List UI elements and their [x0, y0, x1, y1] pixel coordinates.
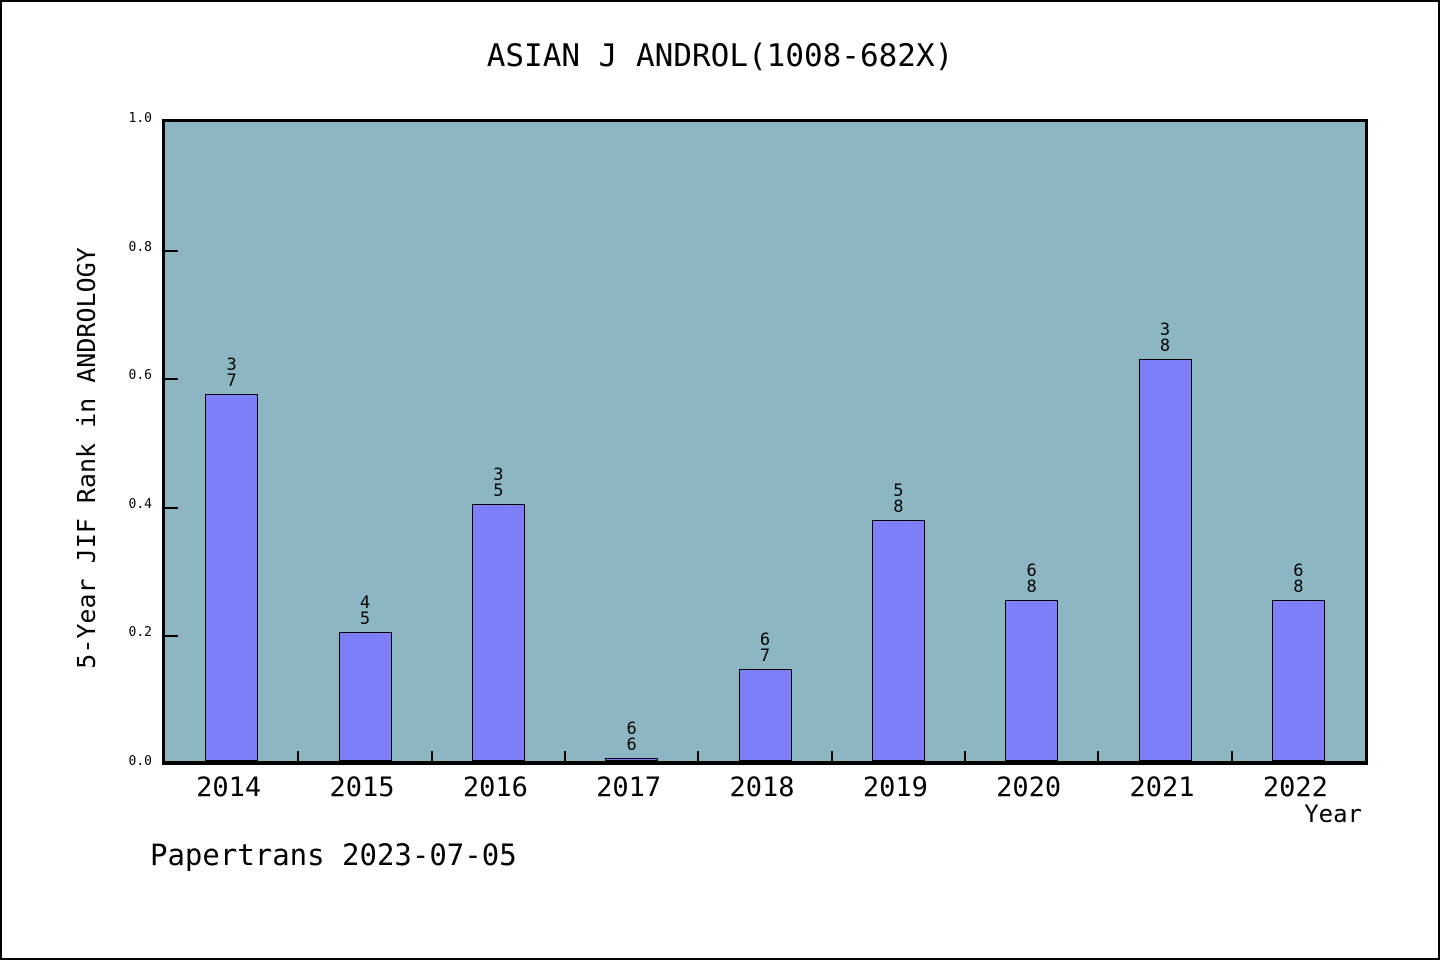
y-tick-label: 0.2 — [128, 625, 152, 641]
x-tick-label-2014: 2014 — [196, 772, 262, 803]
y-tick-label: 0.6 — [128, 368, 152, 384]
bar-label-numerator: 3 — [226, 355, 237, 375]
y-tick-mark — [165, 635, 178, 638]
bar-2015 — [338, 632, 392, 761]
bar-label-numerator: 4 — [359, 593, 371, 613]
x-tick-label-2018: 2018 — [729, 772, 795, 803]
bar-label-denominator: 5 — [493, 481, 504, 501]
bar-2018 — [738, 669, 792, 761]
chart-title: ASIAN J ANDROL(1008-682X) — [486, 38, 954, 74]
bar-label-denominator: 8 — [1293, 577, 1304, 597]
bar-label-denominator: 7 — [759, 646, 771, 666]
bar-label-denominator: 6 — [626, 735, 637, 755]
bar-label-numerator: 6 — [1026, 561, 1037, 581]
bar-label-numerator: 6 — [1293, 561, 1304, 581]
bar-label-numerator: 6 — [626, 719, 637, 739]
x-tick-label-2019: 2019 — [862, 772, 928, 803]
x-tick-label-2020: 2020 — [996, 772, 1062, 803]
bar-label-denominator: 7 — [226, 371, 237, 391]
bar-label-numerator: 5 — [893, 481, 904, 501]
x-minor-tick — [297, 751, 300, 761]
x-tick-label-2016: 2016 — [462, 772, 528, 803]
bar-label-numerator: 6 — [759, 630, 771, 650]
y-axis-label: 5-Year JIF Rank in ANDROLOGY — [72, 247, 101, 669]
x-tick-label-2022: 2022 — [1262, 772, 1328, 803]
bar-label-numerator: 3 — [493, 465, 504, 485]
x-tick-label-2015: 2015 — [329, 772, 395, 803]
bar-2017 — [605, 758, 659, 761]
watermark: Papertrans 2023-07-05 — [150, 838, 517, 872]
bar-2021 — [1138, 359, 1192, 761]
x-minor-tick — [564, 751, 566, 761]
y-tick-mark — [165, 506, 178, 509]
bar-2014 — [205, 394, 259, 761]
x-tick-label-2017: 2017 — [596, 772, 662, 803]
bar-label-denominator: 8 — [893, 497, 904, 517]
y-tick-label: 0.0 — [128, 754, 152, 769]
y-tick-mark — [165, 249, 178, 252]
bar-label-denominator: 8 — [1026, 577, 1037, 597]
x-minor-tick — [964, 751, 966, 761]
x-tick-label-2021: 2021 — [1129, 772, 1195, 803]
y-tick-label: 0.8 — [128, 239, 152, 255]
x-minor-tick — [430, 751, 433, 761]
bar-2019 — [871, 520, 925, 761]
bar-label-denominator: 5 — [359, 609, 371, 629]
bar-label-numerator: 3 — [1159, 320, 1171, 340]
bar-label-denominator: 8 — [1159, 336, 1171, 356]
x-axis-label: Year — [1304, 800, 1362, 828]
x-minor-tick — [697, 751, 700, 761]
bar-2022 — [1271, 600, 1325, 761]
bar-2016 — [471, 504, 525, 761]
y-tick-mark — [165, 378, 178, 381]
bar-2020 — [1005, 600, 1059, 761]
x-minor-tick — [1097, 751, 1100, 761]
x-minor-tick — [1230, 751, 1233, 761]
x-minor-tick — [830, 751, 833, 761]
y-tick-label: 0.4 — [128, 496, 152, 512]
y-tick-label: 1.0 — [128, 111, 152, 126]
